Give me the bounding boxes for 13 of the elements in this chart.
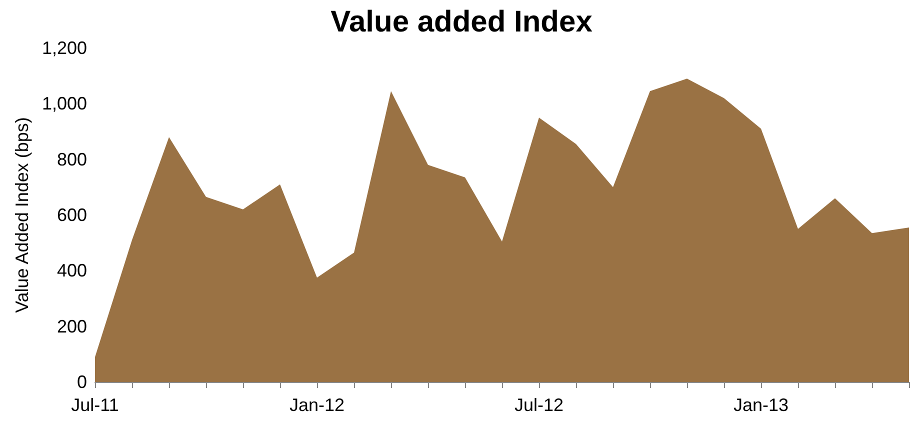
chart-title: Value added Index <box>330 6 593 38</box>
y-tick-label: 0 <box>76 372 87 392</box>
x-tick-label: Jan-13 <box>733 395 789 415</box>
y-tick-label: 1,200 <box>42 38 87 58</box>
y-tick-label: 800 <box>56 149 87 170</box>
y-tick-label: 1,000 <box>42 94 87 114</box>
x-tick-label: Jul-12 <box>514 395 564 415</box>
y-axis-title: Value Added Index (bps) <box>12 117 32 313</box>
x-tick-label: Jan-12 <box>289 395 345 415</box>
x-tick-label: Jul-11 <box>71 395 119 415</box>
y-tick-label: 400 <box>56 260 87 281</box>
y-tick-label: 200 <box>56 316 87 336</box>
y-tick-label: 600 <box>56 205 87 225</box>
